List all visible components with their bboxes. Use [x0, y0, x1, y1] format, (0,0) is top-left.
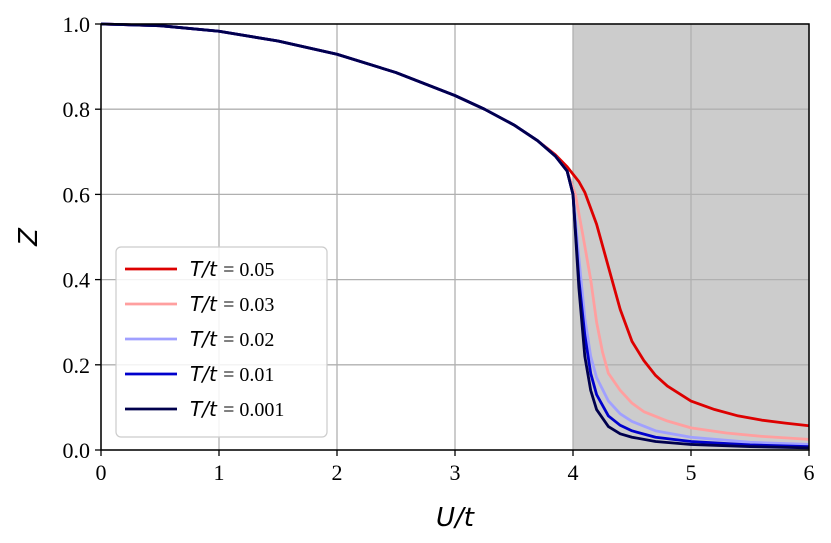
y-tick-label: 0.4: [63, 268, 91, 293]
legend-label-1: T/t = 0.05: [190, 257, 274, 281]
x-tick-labels: 0 1 2 3 4 5 6: [96, 460, 815, 485]
y-tick-label: 0.8: [63, 97, 91, 122]
y-tick-label: 0.2: [63, 353, 91, 378]
x-tick-label: 1: [214, 460, 225, 485]
x-tick-label: 2: [332, 460, 343, 485]
legend-label-4: T/t = 0.01: [190, 362, 274, 386]
x-tick-label: 5: [686, 460, 697, 485]
legend-label-3: T/t = 0.02: [190, 327, 274, 351]
x-tick-label: 4: [568, 460, 579, 485]
y-axis-label: Z: [14, 227, 44, 247]
y-tick-label: 1.0: [63, 12, 91, 37]
x-axis-label: U/t: [436, 503, 475, 533]
legend-label-2: T/t = 0.03: [190, 292, 274, 316]
y-tick-label: 0.6: [63, 182, 91, 207]
series-line-5: [100, 22, 810, 450]
x-tick-label: 3: [450, 460, 461, 485]
x-tick-label: 0: [96, 460, 107, 485]
y-tick-label: 0.0: [63, 438, 91, 463]
legend-box: [115, 246, 328, 438]
y-tick-labels: 0.0 0.2 0.4 0.6 0.8 1.0: [63, 12, 91, 463]
x-tick-label: 6: [804, 460, 815, 485]
legend-label-5: T/t = 0.001: [190, 397, 284, 421]
legend: T/t = 0.05 T/t = 0.03 T/t = 0.02 T/t = 0.01…: [115, 246, 328, 438]
